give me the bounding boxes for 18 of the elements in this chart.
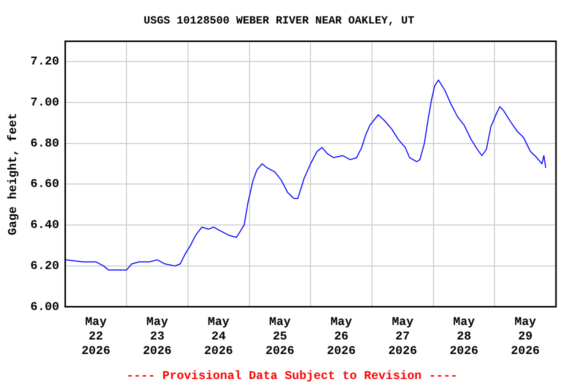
text: ---- Provisional Data Subject to Revision ---- [126,369,458,384]
x-tick-label: May 25 2026 [266,315,294,358]
chart-title: USGS 10128500 WEBER RIVER NEAR OAKLEY, UT [144,15,415,28]
x-tick-label: May 28 2026 [450,315,478,358]
y-tick-label: 6.60 [30,177,60,192]
y-tick-label: 6.40 [30,218,60,232]
x-tick-label: May 29 2026 [510,315,540,358]
y-tick-label: 6.00 [30,300,60,314]
y-tick-label: 6.80 [30,136,60,150]
x-tick-label: May 23 2026 [142,315,172,358]
y-axis-title: Gage height, feet [6,112,20,236]
x-tick-label: May 24 2026 [204,315,233,358]
y-tick-label: 6.20 [30,258,60,273]
x-tick-label: May 22 2026 [81,315,110,358]
x-tick-label: May 27 2026 [388,315,418,358]
y-tick-label: 7.20 [30,54,60,69]
y-tick-label: 7.00 [30,96,60,110]
x-tick-label: May 26 2026 [326,315,356,358]
